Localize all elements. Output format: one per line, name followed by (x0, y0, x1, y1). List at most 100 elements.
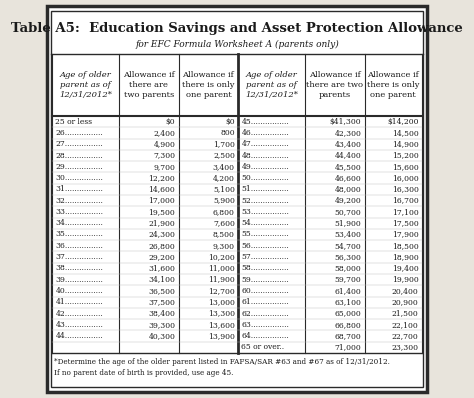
Text: 61,400: 61,400 (335, 287, 362, 295)
Text: 47................: 47................ (241, 140, 289, 148)
Text: 63,100: 63,100 (335, 298, 362, 306)
Text: 28................: 28................ (55, 152, 103, 160)
Text: Table A5:  Education Savings and Asset Protection Allowance: Table A5: Education Savings and Asset Pr… (11, 22, 463, 35)
Text: 2,500: 2,500 (213, 152, 235, 160)
Text: 64................: 64................ (241, 332, 289, 340)
Text: 17,000: 17,000 (149, 197, 175, 205)
Text: 19,500: 19,500 (149, 208, 175, 216)
Text: 66,800: 66,800 (335, 321, 362, 329)
Text: 20,400: 20,400 (392, 287, 419, 295)
Text: 4,900: 4,900 (154, 140, 175, 148)
Text: 21,900: 21,900 (149, 219, 175, 227)
Text: 22,100: 22,100 (392, 321, 419, 329)
Text: 50,700: 50,700 (335, 208, 362, 216)
Text: 45................: 45................ (241, 118, 289, 126)
Text: 29................: 29................ (55, 163, 103, 171)
Text: 19,400: 19,400 (392, 264, 419, 272)
Text: 71,000: 71,000 (335, 343, 362, 351)
Text: 40,300: 40,300 (148, 332, 175, 340)
Text: 26................: 26................ (55, 129, 103, 137)
Text: 35................: 35................ (55, 230, 103, 238)
Text: 19,900: 19,900 (392, 276, 419, 284)
Text: 24,300: 24,300 (148, 230, 175, 238)
Text: 22,700: 22,700 (392, 332, 419, 340)
Text: 5,100: 5,100 (213, 185, 235, 193)
Text: 41................: 41................ (55, 298, 103, 306)
Text: 13,600: 13,600 (208, 321, 235, 329)
Text: 1,700: 1,700 (213, 140, 235, 148)
Text: 63................: 63................ (241, 321, 289, 329)
Text: $0: $0 (166, 118, 175, 126)
Text: 62................: 62................ (241, 310, 289, 318)
Text: 65 or over..: 65 or over.. (241, 343, 284, 351)
Text: 7,600: 7,600 (213, 219, 235, 227)
Text: 18,900: 18,900 (392, 253, 419, 261)
Text: 25 or less: 25 or less (55, 118, 92, 126)
Text: 12,200: 12,200 (149, 174, 175, 182)
Text: 20,900: 20,900 (392, 298, 419, 306)
Text: 11,900: 11,900 (208, 276, 235, 284)
Text: 34................: 34................ (55, 219, 103, 227)
Text: Age of older
parent as of
12/31/2012*: Age of older parent as of 12/31/2012* (245, 71, 298, 99)
Text: 59,700: 59,700 (335, 276, 362, 284)
Text: 3,400: 3,400 (213, 163, 235, 171)
Text: 15,200: 15,200 (392, 152, 419, 160)
Text: 17,500: 17,500 (392, 219, 419, 227)
Text: 17,100: 17,100 (392, 208, 419, 216)
Text: 8,500: 8,500 (213, 230, 235, 238)
Text: 16,300: 16,300 (392, 185, 419, 193)
Text: 60................: 60................ (241, 287, 289, 295)
Text: 33................: 33................ (55, 208, 103, 216)
Text: 13,900: 13,900 (208, 332, 235, 340)
Text: 36,500: 36,500 (148, 287, 175, 295)
Text: 9,700: 9,700 (154, 163, 175, 171)
Text: 51................: 51................ (241, 185, 289, 193)
Text: 51,900: 51,900 (335, 219, 362, 227)
Text: 13,000: 13,000 (208, 298, 235, 306)
Text: 39,300: 39,300 (148, 321, 175, 329)
Text: 10,200: 10,200 (208, 253, 235, 261)
Text: $41,300: $41,300 (330, 118, 362, 126)
Text: 65,000: 65,000 (335, 310, 362, 318)
Text: 44................: 44................ (55, 332, 103, 340)
Text: 42................: 42................ (55, 310, 103, 318)
Text: 48................: 48................ (241, 152, 289, 160)
Text: 14,500: 14,500 (392, 129, 419, 137)
Text: 45,500: 45,500 (335, 163, 362, 171)
Text: 57................: 57................ (241, 253, 289, 261)
Text: 44,400: 44,400 (335, 152, 362, 160)
Text: *Determine the age of the older parent listed in FAFSA/SAR #63 and #67 as of 12/: *Determine the age of the older parent l… (54, 358, 390, 366)
Text: $14,200: $14,200 (387, 118, 419, 126)
Text: 56................: 56................ (241, 242, 289, 250)
Text: 61................: 61................ (241, 298, 289, 306)
Text: 54................: 54................ (241, 219, 289, 227)
Text: 52................: 52................ (241, 197, 289, 205)
Text: 30................: 30................ (55, 174, 103, 182)
Text: 5,900: 5,900 (213, 197, 235, 205)
Text: Age of older
parent as of
12/31/2012*: Age of older parent as of 12/31/2012* (59, 71, 112, 99)
Text: 50................: 50................ (241, 174, 289, 182)
Text: 68,700: 68,700 (335, 332, 362, 340)
Text: 37................: 37................ (55, 253, 103, 261)
Text: 53................: 53................ (241, 208, 289, 216)
Text: 54,700: 54,700 (335, 242, 362, 250)
Text: 32................: 32................ (55, 197, 103, 205)
Text: 7,300: 7,300 (154, 152, 175, 160)
Text: 46,600: 46,600 (335, 174, 362, 182)
Text: 38,400: 38,400 (148, 310, 175, 318)
Text: 46................: 46................ (241, 129, 289, 137)
Text: 39................: 39................ (55, 276, 103, 284)
Text: 16,000: 16,000 (392, 174, 419, 182)
Text: 58,000: 58,000 (335, 264, 362, 272)
Text: 9,300: 9,300 (213, 242, 235, 250)
Text: 27................: 27................ (55, 140, 103, 148)
Text: 38................: 38................ (55, 264, 103, 272)
Text: 23,300: 23,300 (392, 343, 419, 351)
Text: Allowance if
there is only
one parent: Allowance if there is only one parent (182, 71, 235, 99)
Text: Allowance if
there are
two parents: Allowance if there are two parents (123, 71, 175, 99)
Text: 42,300: 42,300 (335, 129, 362, 137)
Text: 31................: 31................ (55, 185, 103, 193)
Text: 37,500: 37,500 (148, 298, 175, 306)
Text: 2,400: 2,400 (154, 129, 175, 137)
Text: 18,500: 18,500 (392, 242, 419, 250)
